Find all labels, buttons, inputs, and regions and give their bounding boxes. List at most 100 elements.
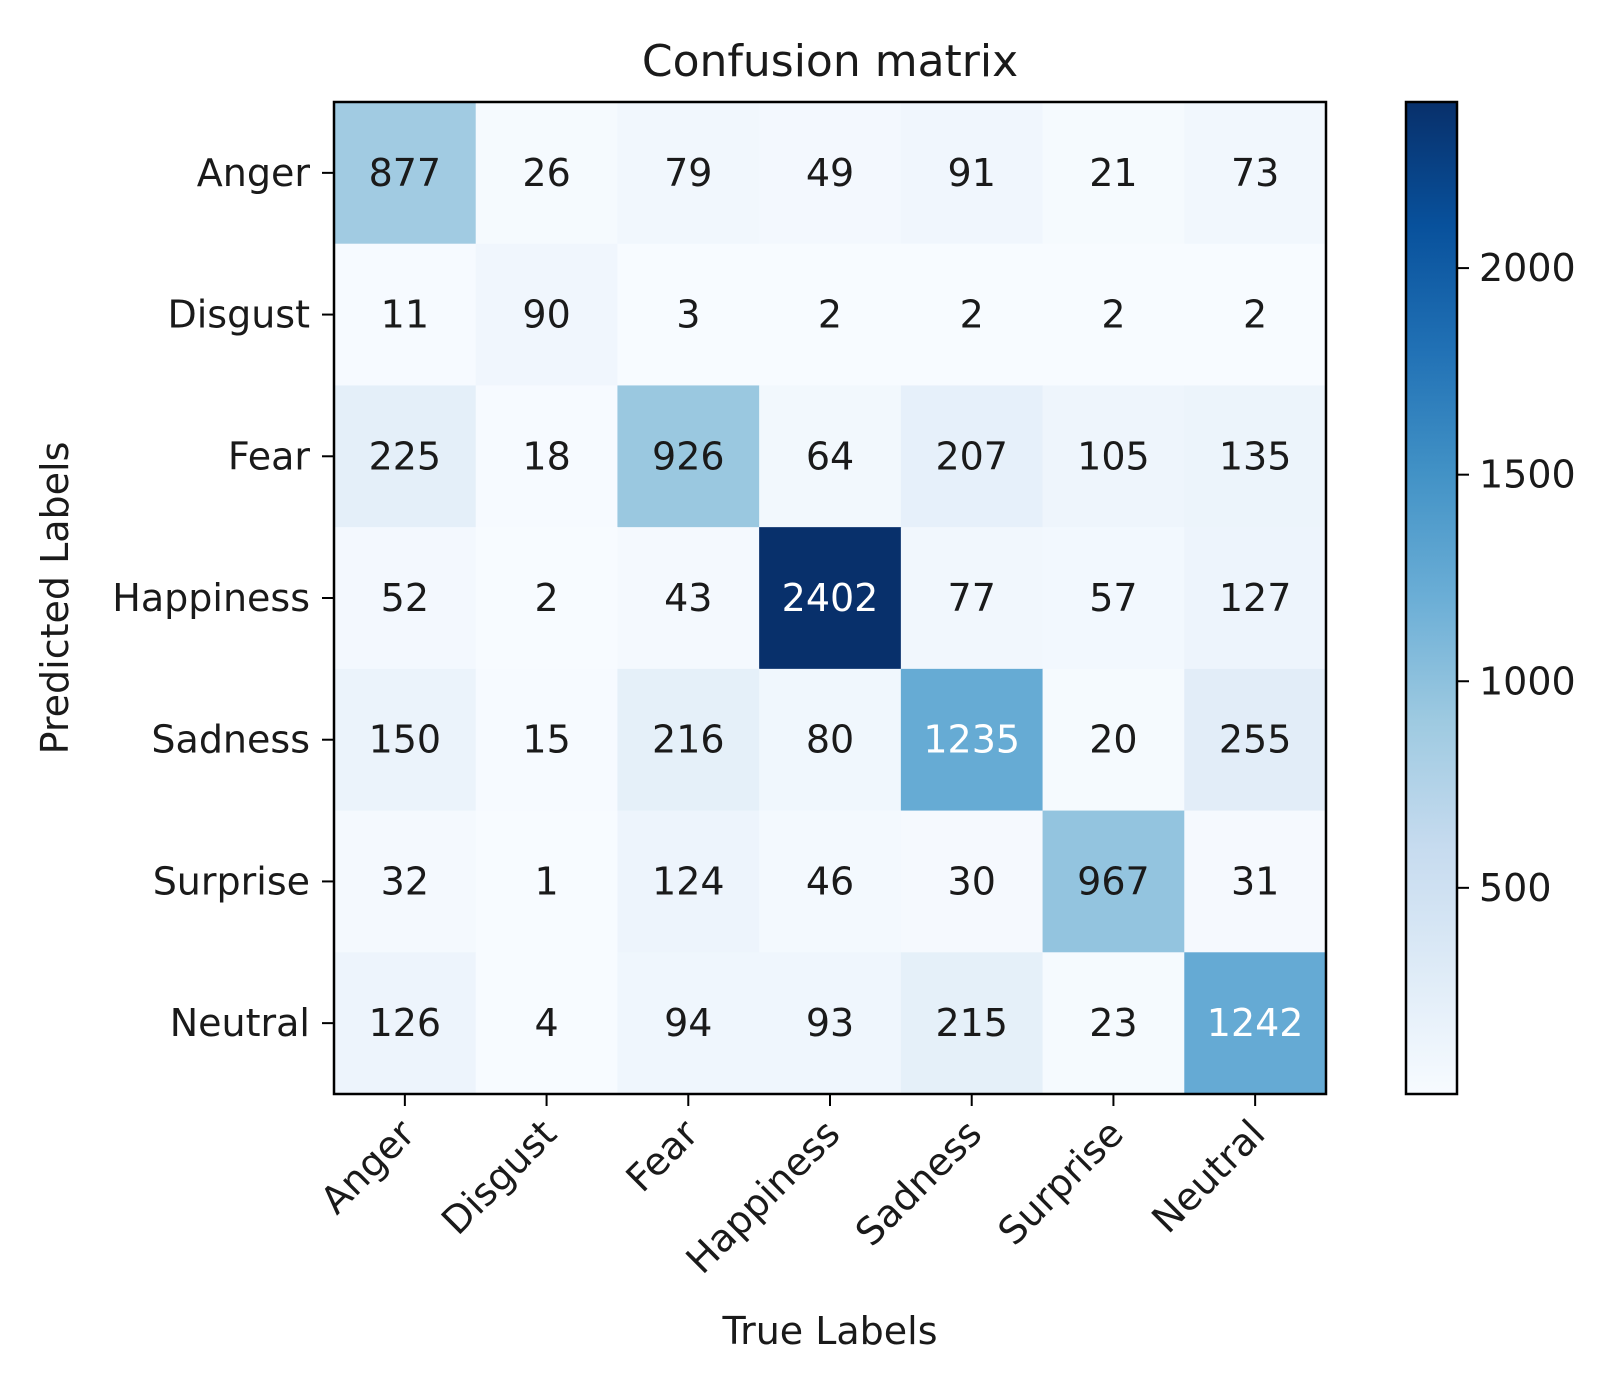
heatmap-cells: [334, 102, 1327, 1095]
colorbar: [1404, 100, 1459, 1096]
colorbar-tick-label: 500: [1479, 866, 1552, 910]
heatmap-cell: [1184, 527, 1327, 670]
heatmap-cell: [1184, 102, 1327, 245]
heatmap-cell: [1042, 668, 1185, 812]
cell-value-label: 135: [1219, 434, 1292, 478]
colorbar-tick-label: 1000: [1479, 659, 1576, 703]
cell-value-label: 18: [522, 434, 570, 478]
y-tick-label: Fear: [228, 434, 310, 478]
heatmap-cell: [1184, 243, 1327, 387]
heatmap-cell: [475, 952, 619, 1095]
cell-value-label: 1242: [1207, 1001, 1304, 1045]
cell-value-label: 32: [381, 859, 429, 903]
cell-value-label: 2: [534, 576, 558, 620]
cell-value-label: 31: [1231, 859, 1279, 903]
heatmap-cell: [1042, 527, 1185, 670]
heatmap-cell: [334, 243, 477, 387]
colorbar-tick-label: 1500: [1479, 453, 1576, 497]
heatmap-cell: [900, 102, 1044, 245]
y-tick-label: Sadness: [151, 718, 310, 762]
heatmap-cell: [1184, 385, 1327, 528]
cell-value-label: 255: [1219, 718, 1292, 762]
heatmap-cell: [334, 385, 477, 528]
heatmap-cell: [1042, 810, 1185, 953]
heatmap-cell: [1184, 668, 1327, 812]
cell-value-label: 150: [369, 718, 442, 762]
heatmap-cell: [1042, 102, 1185, 245]
cell-value-label: 967: [1077, 859, 1150, 903]
cell-value-label: 52: [381, 576, 429, 620]
cell-value-label: 2: [818, 293, 842, 337]
heatmap-cell: [759, 385, 902, 528]
colorbar-tick-label: 2000: [1479, 246, 1576, 290]
heatmap-cell: [900, 385, 1044, 528]
y-tick-label: Neutral: [170, 1001, 310, 1045]
heatmap-cell: [475, 527, 619, 670]
heatmap-cell: [759, 810, 902, 953]
heatmap-cell: [617, 385, 760, 528]
y-tick-label: Surprise: [153, 859, 310, 903]
heatmap-cell: [475, 810, 619, 953]
cell-value-label: 3: [676, 293, 700, 337]
cell-value-label: 2: [1243, 293, 1267, 337]
y-tick-label: Disgust: [167, 293, 310, 337]
colorbar-ticks: 500 1000 1500 2000: [1457, 246, 1576, 910]
heatmap-cell: [334, 810, 477, 953]
cell-value-label: 30: [948, 859, 996, 903]
heatmap-cell: [900, 243, 1044, 387]
heatmap-cell: [617, 668, 760, 812]
cell-value-label: 64: [806, 434, 854, 478]
heatmap-cell: [759, 668, 902, 812]
cell-value-label: 1235: [923, 718, 1020, 762]
cell-value-label: 2: [960, 293, 984, 337]
heatmap-cell: [759, 243, 902, 387]
heatmap-cell: [1042, 243, 1185, 387]
cell-value-label: 43: [664, 576, 712, 620]
heatmap-cell: [1184, 810, 1327, 953]
heatmap-cell: [617, 527, 760, 670]
heatmap-cell: [900, 668, 1044, 812]
cell-value-label: 46: [806, 859, 854, 903]
cell-value-label: 207: [935, 434, 1008, 478]
x-tick-label: Disgust: [433, 1111, 565, 1243]
cell-value-label: 2: [1101, 293, 1125, 337]
cell-value-label: 2402: [782, 576, 879, 620]
heatmap-cell: [617, 810, 760, 953]
cell-value-label: 77: [948, 576, 996, 620]
heatmap-cell: [900, 952, 1044, 1095]
cell-value-label: 73: [1231, 151, 1279, 195]
cell-value-label: 57: [1089, 576, 1137, 620]
cell-value-label: 4: [534, 1001, 558, 1045]
heatmap-cell: [617, 102, 760, 245]
cell-value-label: 926: [652, 434, 725, 478]
cell-value-label: 124: [652, 859, 725, 903]
cell-value-label: 1: [534, 859, 558, 903]
x-tick-label: Sadness: [847, 1111, 990, 1254]
heatmap-cell: [1184, 952, 1327, 1095]
heatmap-cell: [475, 668, 619, 812]
heatmap-cell: [475, 102, 619, 245]
heatmap-cell: [1042, 385, 1185, 528]
heatmap-cell: [617, 243, 760, 387]
heatmap-cell: [759, 102, 902, 245]
heatmap-cell: [334, 952, 477, 1095]
cell-value-label: 20: [1089, 718, 1137, 762]
cell-value-label: 15: [522, 718, 570, 762]
cell-value-label: 79: [664, 151, 712, 195]
cell-value-label: 49: [806, 151, 854, 195]
cell-value-label: 105: [1077, 434, 1150, 478]
heatmap-cell: [900, 810, 1044, 953]
cell-value-label: 94: [664, 1001, 712, 1045]
x-tick-label: Surprise: [989, 1111, 1131, 1253]
y-axis-title: Predicted Labels: [33, 442, 77, 755]
cell-value-label: 26: [522, 151, 570, 195]
heatmap-cell: [475, 243, 619, 387]
cell-value-label: 80: [806, 718, 854, 762]
cell-value-label: 225: [369, 434, 442, 478]
y-tick-label: Happiness: [112, 576, 310, 620]
x-tick-label: Happiness: [677, 1111, 848, 1282]
cell-value-label: 11: [381, 293, 429, 337]
